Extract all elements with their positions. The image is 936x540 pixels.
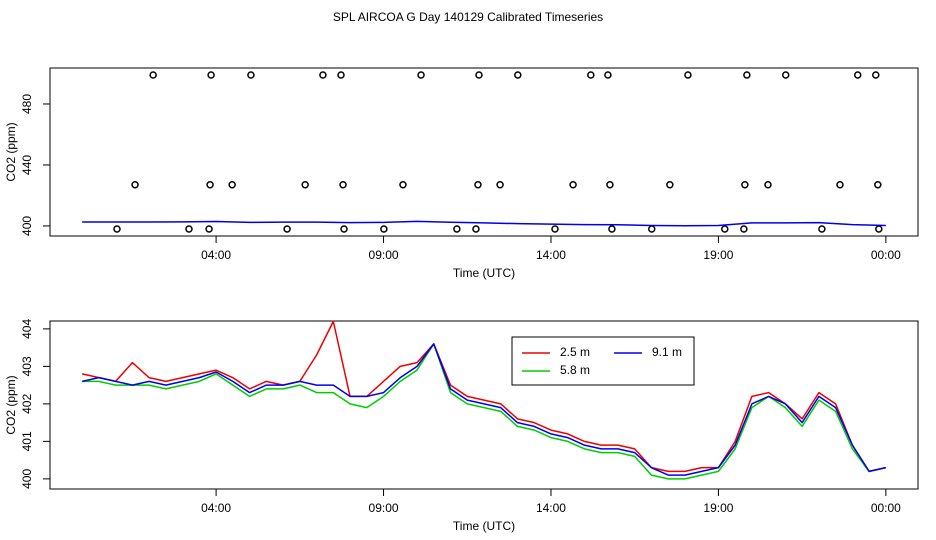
calibration-point xyxy=(496,181,504,189)
plot-frame xyxy=(49,67,919,237)
calibration-point xyxy=(207,71,215,79)
calibration-point xyxy=(721,225,729,233)
series-line xyxy=(82,343,887,480)
calibration-point xyxy=(283,225,291,233)
calibration-point xyxy=(301,181,309,189)
calibration-point xyxy=(853,71,862,79)
x-tick-label: 19:00 xyxy=(703,501,733,515)
calibration-point xyxy=(340,225,348,233)
x-tick-label: 00:00 xyxy=(871,501,901,515)
calibration-point xyxy=(453,225,461,233)
calibration-point xyxy=(339,181,347,189)
calibration-point xyxy=(247,71,255,79)
series-line xyxy=(81,320,887,473)
plot-frame xyxy=(49,320,919,490)
y-tick-label: 440 xyxy=(20,155,34,175)
calibration-point xyxy=(399,181,407,189)
calibration-point xyxy=(228,181,236,189)
calibration-point xyxy=(337,71,345,79)
calibration-point xyxy=(319,71,327,79)
x-axis-label: Time (UTC) xyxy=(453,266,515,280)
calibration-point xyxy=(874,181,882,189)
calibration-point xyxy=(551,225,559,233)
legend-label: 5.8 m xyxy=(560,363,590,377)
x-tick-label: 09:00 xyxy=(369,501,399,515)
chart-title: SPL AIRCOA G Day 140129 Calibrated Times… xyxy=(333,10,603,24)
x-tick-label: 14:00 xyxy=(536,501,566,515)
y-tick-label: 402 xyxy=(20,394,34,414)
y-axis-label: CO2 (ppm) xyxy=(4,375,18,434)
calibration-point xyxy=(741,181,749,189)
y-tick-label: 401 xyxy=(20,431,34,451)
calibration-point xyxy=(606,181,614,189)
y-tick-label: 404 xyxy=(20,319,34,339)
calibration-point xyxy=(781,71,790,79)
calibration-point xyxy=(149,71,157,79)
calibration-point xyxy=(417,71,425,79)
calibration-point xyxy=(587,71,595,79)
y-tick-label: 400 xyxy=(20,469,34,489)
y-tick-label: 400 xyxy=(20,216,34,236)
calibration-point xyxy=(836,181,844,189)
y-tick-label: 403 xyxy=(20,356,34,376)
calibration-point xyxy=(206,181,214,189)
calibration-point xyxy=(475,71,483,79)
calibration-point xyxy=(872,71,880,79)
y-tick-label: 480 xyxy=(20,94,34,114)
calibration-point xyxy=(684,71,692,79)
calibration-point xyxy=(764,181,772,189)
calibration-point xyxy=(818,225,826,233)
calibration-point xyxy=(514,71,522,79)
calibration-point xyxy=(113,225,121,233)
legend-box xyxy=(511,336,695,386)
x-tick-label: 09:00 xyxy=(369,248,399,262)
x-tick-label: 04:00 xyxy=(201,501,231,515)
legend-label: 2.5 m xyxy=(560,345,590,359)
calibration-point xyxy=(472,225,480,233)
calibration-point xyxy=(185,225,193,233)
y-axis-label: CO2 (ppm) xyxy=(4,122,18,181)
calibration-point xyxy=(666,181,674,189)
calibration-point xyxy=(743,71,751,79)
calibration-point xyxy=(648,225,656,233)
x-tick-label: 00:00 xyxy=(871,248,901,262)
series-line xyxy=(81,343,887,476)
calibration-point xyxy=(604,71,612,79)
x-tick-label: 04:00 xyxy=(201,248,231,262)
calibration-point xyxy=(608,225,616,233)
calibration-point xyxy=(740,225,748,233)
calibration-point xyxy=(474,181,482,189)
calibration-point xyxy=(875,225,883,233)
x-tick-label: 14:00 xyxy=(536,248,566,262)
calibration-point xyxy=(131,181,139,189)
legend-label: 9.1 m xyxy=(652,345,682,359)
calibration-point xyxy=(380,225,388,233)
series-line xyxy=(82,220,886,227)
x-tick-label: 19:00 xyxy=(703,248,733,262)
x-axis-label: Time (UTC) xyxy=(453,519,515,533)
calibration-point xyxy=(569,181,577,189)
calibration-point xyxy=(205,225,213,233)
